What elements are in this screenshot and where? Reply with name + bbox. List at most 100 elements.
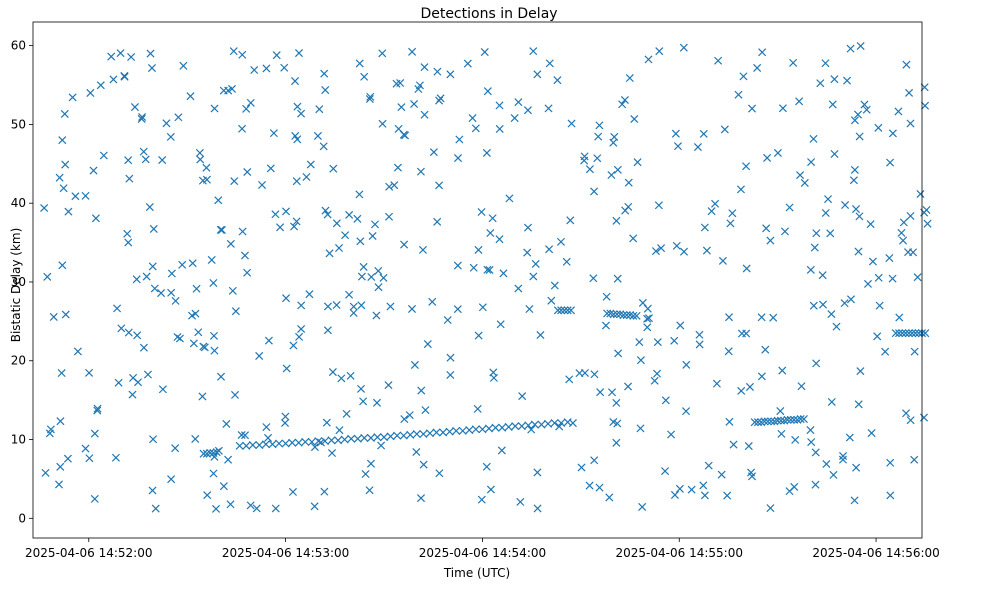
noise-detection-point — [341, 231, 350, 240]
noise-detection-point — [816, 79, 825, 88]
noise-detection-point — [565, 375, 574, 384]
noise-detection-point — [71, 192, 80, 201]
noise-detection-point — [241, 431, 250, 440]
x-axis-label: Time (UTC) — [443, 566, 510, 580]
noise-detection-point — [723, 491, 732, 500]
track-detection-point — [530, 420, 539, 429]
noise-detection-point — [653, 338, 662, 347]
noise-detection-point — [855, 212, 864, 221]
noise-detection-point — [167, 475, 176, 484]
noise-detection-point — [90, 429, 99, 438]
noise-detection-point — [378, 49, 387, 58]
noise-detection-point — [142, 272, 151, 281]
noise-detection-point — [905, 88, 914, 97]
noise-detection-point — [822, 459, 831, 469]
noise-detection-point — [902, 409, 911, 418]
noise-detection-point — [849, 176, 858, 185]
noise-detection-point — [250, 66, 259, 75]
noise-detection-point — [357, 272, 366, 281]
noise-detection-point — [594, 132, 603, 141]
noise-detection-point — [125, 174, 134, 183]
noise-detection-point — [408, 47, 417, 56]
noise-detection-point — [158, 385, 167, 394]
noise-detection-point — [64, 207, 73, 216]
noise-detection-point — [797, 382, 806, 391]
noise-detection-point — [345, 210, 354, 219]
noise-detection-point — [89, 166, 98, 175]
noise-detection-point — [679, 43, 688, 52]
noise-detection-point — [359, 262, 368, 271]
noise-detection-point — [96, 81, 105, 90]
noise-detection-point — [650, 376, 659, 385]
noise-detection-point — [86, 88, 95, 97]
noise-detection-point — [200, 343, 209, 352]
noise-detection-point — [593, 154, 602, 163]
noise-detection-point — [366, 459, 375, 468]
noise-detection-point — [748, 104, 757, 113]
noise-detection-point — [609, 138, 618, 147]
noise-detection-point — [310, 502, 319, 511]
noise-detection-point — [850, 116, 859, 125]
noise-detection-point — [682, 407, 691, 416]
noise-detection-point — [433, 217, 442, 226]
noise-detection-point — [652, 369, 662, 378]
track-detection-point — [553, 306, 562, 315]
track-detection-point — [560, 306, 569, 315]
noise-detection-point — [682, 360, 691, 369]
noise-detection-point — [224, 86, 233, 95]
noise-detection-point — [810, 243, 819, 252]
track-detection-point — [340, 435, 349, 444]
noise-detection-point — [85, 368, 94, 377]
track-detection-point — [773, 416, 782, 425]
noise-detection-point — [567, 119, 576, 128]
noise-detection-point — [334, 244, 344, 253]
track-detection-point — [901, 329, 910, 338]
noise-detection-point — [655, 47, 664, 56]
noise-detection-point — [777, 429, 786, 438]
track-detection-point — [334, 436, 343, 445]
noise-detection-point — [643, 314, 652, 323]
y-axis: 0 10 20 30 40 50 60 — [11, 39, 33, 525]
noise-detection-point — [608, 388, 617, 397]
noise-detection-point — [226, 500, 235, 509]
noise-detection-point — [187, 311, 197, 320]
noise-detection-point — [455, 135, 464, 144]
noise-detection-point — [729, 440, 738, 449]
noise-detection-point — [704, 461, 713, 470]
noise-detection-point — [385, 182, 394, 191]
y-tick-label: 30 — [11, 275, 26, 289]
noise-detection-point — [636, 424, 645, 433]
noise-detection-point — [483, 265, 492, 274]
noise-detection-point — [130, 103, 139, 112]
noise-detection-point — [407, 304, 417, 313]
noise-detection-point — [203, 491, 212, 500]
noise-detection-point — [899, 236, 908, 245]
noise-detection-point — [807, 158, 816, 167]
noise-detection-point — [667, 430, 676, 439]
noise-detection-point — [496, 320, 505, 329]
noise-detection-point — [846, 44, 855, 53]
noise-detection-point — [550, 281, 559, 290]
noise-detection-point — [773, 148, 782, 157]
noise-detection-point — [243, 167, 252, 177]
noise-detection-point — [217, 225, 226, 234]
noise-detection-point — [590, 187, 599, 196]
noise-detection-point — [323, 326, 332, 335]
track-detection-point — [484, 424, 494, 433]
noise-detection-point — [107, 52, 116, 61]
noise-detection-point — [319, 142, 328, 151]
track-detection-point — [563, 418, 572, 427]
noise-detection-point — [601, 321, 610, 330]
noise-detection-point — [151, 504, 160, 513]
noise-detection-point — [791, 435, 800, 444]
noise-detection-point — [886, 491, 895, 500]
noise-detection-point — [367, 272, 376, 282]
noise-detection-point — [325, 249, 334, 258]
y-tick-label: 20 — [11, 354, 26, 368]
noise-detection-point — [378, 119, 387, 128]
noise-detection-point — [742, 264, 751, 273]
noise-detection-point — [728, 209, 737, 218]
noise-detection-point — [132, 275, 141, 284]
noise-detection-point — [544, 104, 553, 113]
noise-detection-point — [150, 284, 159, 293]
